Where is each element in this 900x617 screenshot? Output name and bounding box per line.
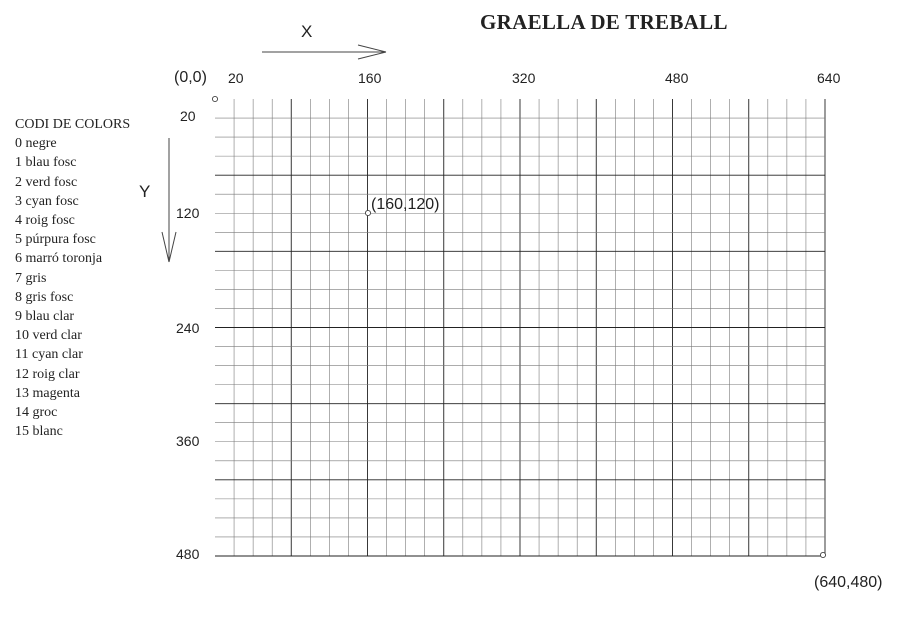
legend-item: 9 blau clar <box>15 309 75 325</box>
x-tick-label: 20 <box>228 70 244 86</box>
y-tick-label: 480 <box>176 546 200 562</box>
origin-label: (0,0) <box>174 69 207 86</box>
legend-item: 4 roig fosc <box>15 213 75 229</box>
legend-item: 6 marró toronja <box>15 251 103 267</box>
y-tick-label: 20 <box>180 108 196 124</box>
legend-item: 13 magenta <box>15 385 80 401</box>
legend-item: 8 gris fosc <box>15 289 74 305</box>
grid-lines <box>215 99 826 557</box>
legend-item: 14 groc <box>15 405 58 421</box>
legend-list: 0 negre 1 blau fosc 2 verd fosc 3 cyan f… <box>15 134 130 441</box>
legend-item: 10 verd clar <box>15 328 82 344</box>
page-title: GRAELLA DE TREBALL <box>480 10 728 34</box>
y-tick-label: 360 <box>176 433 200 449</box>
legend-item: 5 púrpura fosc <box>15 232 96 248</box>
legend-item: 0 negre <box>15 136 57 152</box>
legend-item: 12 roig clar <box>15 366 80 382</box>
legend-title: CODI DE COLORS <box>15 117 131 132</box>
mid-point-label: (160,120) <box>371 196 440 213</box>
legend-item: 15 blanc <box>15 424 63 440</box>
x-tick-label: 480 <box>665 70 689 86</box>
x-tick-label: 320 <box>512 70 536 86</box>
end-point-label: (640,480) <box>814 574 883 591</box>
y-tick-label: 120 <box>176 205 200 221</box>
x-tick-label: 160 <box>358 70 382 86</box>
mid-point-marker <box>364 209 372 217</box>
x-axis-name: X <box>301 22 313 41</box>
legend-item: 1 blau fosc <box>15 155 77 171</box>
legend-item: 3 cyan fosc <box>15 193 79 209</box>
y-tick-label: 240 <box>176 320 200 336</box>
y-axis-name: Y <box>139 182 151 201</box>
x-tick-label: 640 <box>817 70 841 86</box>
legend-item: 7 gris <box>15 270 47 286</box>
origin-point-marker <box>211 95 219 103</box>
end-point-marker <box>819 551 827 559</box>
y-direction-arrow <box>161 138 177 263</box>
legend-item: 11 cyan clar <box>15 347 83 363</box>
color-code-legend: CODI DE COLORS 0 negre 1 blau fosc 2 ver… <box>15 115 130 441</box>
x-direction-arrow <box>262 44 387 60</box>
legend-item: 2 verd fosc <box>15 174 78 190</box>
